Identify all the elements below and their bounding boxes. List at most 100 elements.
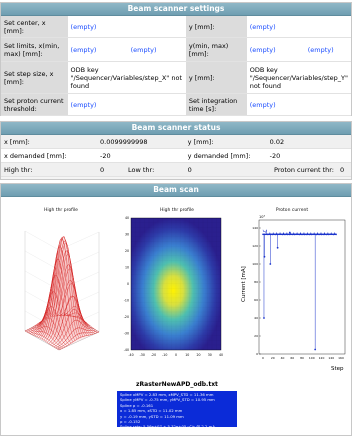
lego-slice: [38, 274, 74, 342]
set-integration-time-label: Set integration time [s]:: [185, 94, 247, 116]
plot1-title: High thr profile: [44, 208, 78, 213]
beam-scan-panel: Beam scan High thr profile High thr prof…: [0, 183, 352, 436]
set-center-y-label: y [mm]:: [185, 16, 247, 38]
heatmap-y-tick: 30: [125, 233, 129, 237]
pc-exponent: 10³: [259, 215, 265, 219]
lego-slice: [54, 283, 90, 336]
set-center-x-field[interactable]: (empty): [67, 16, 186, 38]
pc-point: [288, 231, 291, 234]
set-limits-x-label: Set limits, x(min, max) [mm]:: [1, 38, 68, 62]
heatmap-y-tick: -30: [124, 332, 129, 336]
settings-table: Set center, x [mm]: (empty) y [mm]: (emp…: [1, 16, 351, 116]
fit-line: Spline ρ = -0.161: [120, 402, 154, 408]
pc-y-tick: 0: [256, 352, 258, 356]
scan-file-caption: zRasterNewAPD_odb.txt: [136, 381, 218, 388]
status-x-label: x [mm]:: [1, 135, 97, 149]
plot-3d-profile: High thr profile: [5, 198, 117, 378]
heatmap-x-tick: -40: [128, 353, 133, 357]
set-limits-y-min-field[interactable]: (empty): [246, 38, 305, 62]
lego-grid-line: [24, 250, 100, 271]
pc-y-tick: 100: [252, 262, 258, 266]
set-integration-time-field[interactable]: (empty): [246, 94, 351, 116]
plot-proton-current: Proton current 10³ Current [mA] Step 140…: [237, 198, 347, 378]
pc-point: [314, 348, 317, 351]
pc-frame: [258, 219, 346, 355]
set-center-y-field[interactable]: (empty): [246, 16, 351, 38]
pc-y-tick: 20: [254, 334, 258, 338]
status-high-thr-label: High thr:: [1, 163, 97, 177]
lego-slice: [56, 296, 92, 335]
plot3-title: Proton current: [275, 208, 309, 213]
fit-results-box: Spline xMPV = 2.83 mm, xMPV_STD = 11.36 …: [117, 391, 237, 429]
pc-x-tick: 120: [319, 356, 325, 360]
pc-point: [335, 233, 337, 236]
pc-y-tick: 60: [254, 298, 258, 302]
status-y-value: 0.02: [266, 135, 351, 149]
set-center-x-label: Set center, x [mm]:: [1, 16, 68, 38]
heatmap-x-tick: -20: [151, 353, 156, 357]
status-low-thr-value: 0: [184, 163, 267, 177]
heatmap-y-tick: 10: [125, 266, 129, 270]
status-x-value: 0.0099999998: [97, 135, 185, 149]
lego-slice: [50, 253, 86, 337]
lego-grid-line: [24, 310, 100, 331]
lego-slice: [62, 313, 98, 333]
lego-grid-line: [24, 230, 100, 251]
pc-x-tick: 20: [271, 356, 275, 360]
heatmap-y-tick: 40: [125, 216, 129, 220]
plot2-title: High thr profile: [160, 208, 194, 213]
fit-line: y = -0.19 mm, ySTD = 11.09 mm: [120, 413, 184, 419]
heatmap-x-tick: 0: [175, 353, 177, 357]
set-step-x-value: ODB key "/Sequencer/Variables/step_X" no…: [67, 62, 186, 94]
fit-line: ρ = -0.152: [120, 419, 141, 425]
heatmap-y-tick: -20: [124, 315, 129, 319]
status-y-demanded-label: y demanded [mm]:: [184, 149, 267, 163]
lego-slice: [24, 330, 60, 351]
pc-x-tick: 80: [300, 356, 304, 360]
lego-slice: [40, 258, 76, 341]
lego-slice: [32, 317, 68, 346]
lego-slice: [48, 242, 84, 337]
lego-slice: [60, 312, 96, 334]
fit-line: Spline yMPV = -0.75 mm, yMPV_STD = 10.95…: [120, 397, 215, 403]
set-proton-threshold-label: Set proton current threshold:: [1, 94, 68, 116]
heatmap-x-tick: 20: [196, 353, 200, 357]
pc-y-axis-label: Current [mA]: [241, 266, 247, 302]
pc-x-axis-label: Step: [331, 366, 344, 372]
status-proton-thr-value: 0: [337, 163, 351, 177]
status-y-demanded-value: -20: [266, 149, 351, 163]
set-step-y-label: y [mm]:: [185, 62, 247, 94]
set-limits-x-max-field[interactable]: (empty): [127, 38, 186, 62]
heatmap-y-tick: -10: [124, 299, 129, 303]
fit-line: x = 1.85 mm, xSTD = 11.02 mm: [120, 408, 183, 414]
status-proton-thr-label: Proton current thr:: [266, 163, 337, 177]
set-limits-x-min-field[interactable]: (empty): [67, 38, 128, 62]
pc-x-tick: 40: [281, 356, 285, 360]
set-proton-threshold-field[interactable]: (empty): [67, 94, 186, 116]
heatmap-plot: 40 30 20 10 0 -10 -20 -30 -40 -40 -30 -20 -10 0 10 20 3…: [124, 216, 223, 357]
heatmap-y-tick: 0: [127, 282, 129, 286]
scan-panel-title: Beam scan: [1, 184, 351, 197]
lego-slice: [28, 328, 64, 349]
beam-scanner-settings-panel: Beam scanner settings Set center, x [mm]…: [0, 2, 352, 116]
lego-slice: [30, 326, 66, 348]
status-x-demanded-label: x demanded [mm]:: [1, 149, 97, 163]
status-y-label: y [mm]:: [184, 135, 267, 149]
set-step-x-label: Set step size, x [mm]:: [1, 62, 68, 94]
pc-y-tick: 40: [254, 316, 258, 320]
lego-slice: [26, 329, 62, 350]
pc-y-tick: 140: [252, 226, 258, 230]
status-table: x [mm]: 0.0099999998 y [mm]: 0.02 x dema…: [1, 135, 351, 177]
pc-point: [276, 246, 279, 249]
set-limits-y-max-field[interactable]: (empty): [304, 38, 351, 62]
plot-heatmap-profile: High thr profile 40 30 20 10 0 -10 -20 -30 -40 -…: [117, 198, 237, 378]
status-low-thr-label-text: Low thr:: [128, 165, 155, 174]
pc-series-line: [262, 229, 337, 236]
heatmap-x-tick: 10: [185, 353, 189, 357]
status-low-thr-label: Low thr:: [125, 163, 185, 177]
set-step-y-value: ODB key "/Sequencer/Variables/step_Y" no…: [246, 62, 351, 94]
status-panel-title: Beam scanner status: [1, 122, 351, 135]
proton-current-plot: 10³ Current [mA] Step 140 120 100 80 60 40 20 0…: [241, 215, 346, 372]
lego-surface-plot: [24, 230, 100, 351]
lego-slice: [52, 268, 88, 336]
